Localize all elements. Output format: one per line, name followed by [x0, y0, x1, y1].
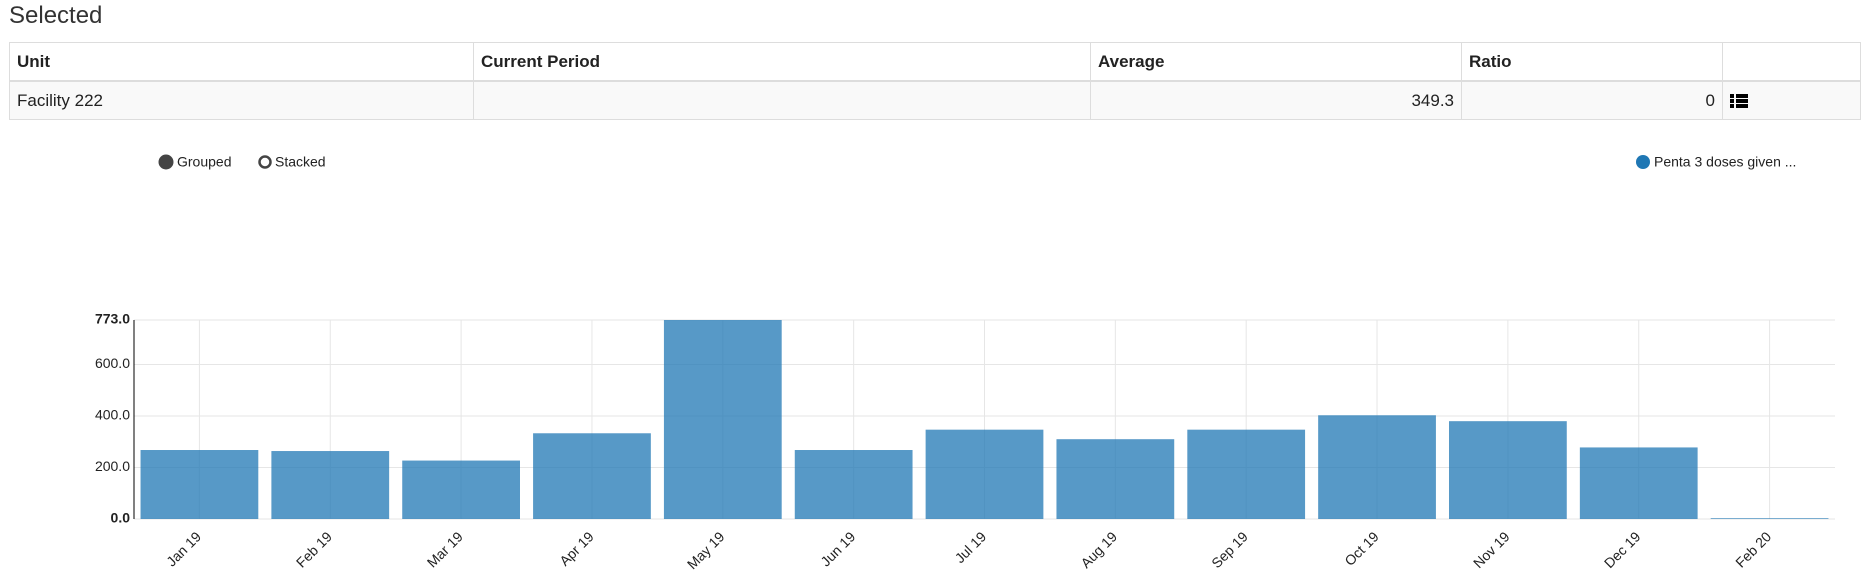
y-tick-label: 600.0: [95, 355, 130, 371]
x-tick-label: Mar 19: [424, 528, 466, 570]
x-tick-label: May 19: [684, 528, 728, 572]
y-tick-label: 0.0: [111, 510, 131, 526]
legend-label: Penta 3 doses given ...: [1654, 154, 1796, 170]
radio-selected[interactable]: [158, 154, 174, 170]
column-header: [1722, 42, 1861, 82]
legend-swatch: [1636, 155, 1650, 169]
x-tick-label: Aug 19: [1077, 528, 1120, 571]
column-header[interactable]: Current Period: [473, 42, 1091, 82]
table-row: Facility 222 349.3 0: [9, 80, 1861, 120]
bar: [1710, 518, 1829, 519]
x-tick-label: Jan 19: [163, 528, 204, 569]
radio-label[interactable]: Grouped: [177, 154, 231, 170]
x-tick-label: Apr 19: [556, 528, 597, 569]
y-tick-label: 773.0: [95, 311, 130, 327]
column-header[interactable]: Unit: [9, 42, 474, 82]
bar: [533, 433, 651, 519]
bar: [1187, 429, 1306, 519]
radio-label[interactable]: Stacked: [275, 154, 326, 170]
x-tick-label: Jun 19: [817, 528, 858, 569]
x-tick-label: Sep 19: [1208, 528, 1251, 571]
list-icon[interactable]: [1730, 93, 1748, 109]
bar: [1056, 439, 1175, 519]
bar: [663, 320, 782, 519]
cell: [1722, 80, 1861, 120]
bar: [794, 450, 913, 519]
data-table: Unit Current Period Average Ratio Facili…: [9, 42, 1861, 120]
x-tick-label: Oct 19: [1341, 528, 1382, 569]
radio[interactable]: [258, 155, 272, 169]
bar: [1449, 421, 1567, 519]
header-row: Unit Current Period Average Ratio: [9, 42, 1861, 82]
y-tick-label: 400.0: [95, 407, 130, 423]
column-header[interactable]: Ratio: [1461, 42, 1723, 82]
cell: [473, 80, 1091, 120]
section-title: Selected: [9, 2, 103, 29]
bar: [1579, 447, 1698, 519]
cell: 349.3: [1090, 80, 1462, 120]
x-tick-label: Nov 19: [1470, 528, 1513, 571]
column-header[interactable]: Average: [1090, 42, 1462, 82]
x-tick-label: Feb 20: [1732, 528, 1774, 570]
bar: [925, 429, 1044, 519]
y-tick-label: 200.0: [95, 458, 130, 474]
bar: [271, 451, 390, 519]
bar: [140, 450, 259, 519]
x-tick-label: Dec 19: [1601, 528, 1644, 571]
bar: [1318, 415, 1436, 519]
x-tick-label: Jul 19: [952, 528, 990, 566]
x-tick-label: Feb 19: [293, 528, 335, 570]
bar: [402, 460, 520, 519]
cell: Facility 222: [9, 80, 474, 120]
